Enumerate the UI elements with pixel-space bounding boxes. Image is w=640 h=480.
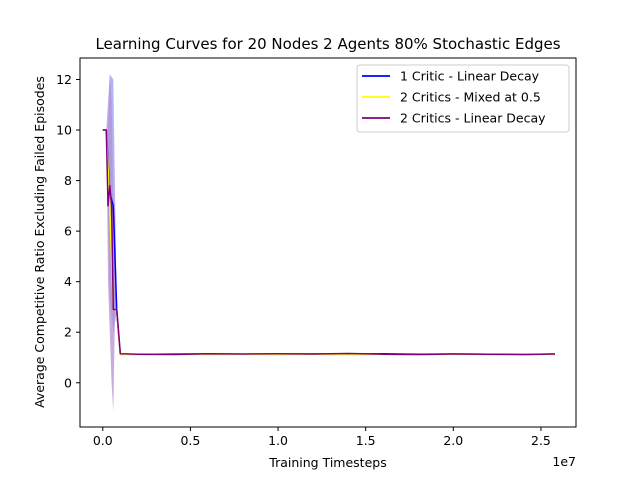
chart-title: Learning Curves for 20 Nodes 2 Agents 80…: [95, 35, 560, 53]
y-tick-label: 12: [56, 72, 72, 87]
y-tick-label: 8: [64, 173, 72, 188]
legend-box: [356, 64, 570, 133]
y-tick-label: 0: [64, 375, 72, 390]
x-tick-label: 1.0: [268, 433, 288, 448]
legend-label-3: 2 Critics - Linear Decay: [400, 111, 546, 126]
y-tick-label: 6: [64, 224, 72, 239]
plot-frame: [79, 57, 577, 428]
legend: 1 Critic - Linear Decay 2 Critics - Mixed…: [356, 64, 570, 133]
series-line-3: [102, 129, 555, 356]
x-axis-offset-label: 1e7: [552, 454, 576, 469]
y-axis-ticks: 0 2 4 6 8 10 12: [56, 72, 80, 390]
y-tick-label: 4: [64, 274, 72, 289]
x-tick-label: 2.5: [531, 433, 551, 448]
series-band-2: [102, 130, 555, 355]
x-tick-label: 0.5: [180, 433, 200, 448]
series-line-2: [102, 129, 555, 356]
series-line-1: [102, 129, 555, 356]
y-tick-label: 10: [56, 123, 72, 138]
x-tick-label: 2.0: [443, 433, 463, 448]
y-tick-label: 2: [64, 325, 72, 340]
y-axis-label: Average Competitive Ratio Excluding Fail…: [32, 76, 47, 408]
series-lines: [102, 129, 555, 356]
x-axis-ticks: 0.0 0.5 1.0 1.5 2.0 2.5: [93, 427, 551, 448]
x-tick-label: 1.5: [356, 433, 376, 448]
x-axis-label: Training Timesteps: [268, 455, 386, 470]
x-tick-label: 0.0: [93, 433, 113, 448]
legend-label-1: 1 Critic - Linear Decay: [400, 69, 540, 84]
legend-label-2: 2 Critics - Mixed at 0.5: [400, 90, 541, 105]
